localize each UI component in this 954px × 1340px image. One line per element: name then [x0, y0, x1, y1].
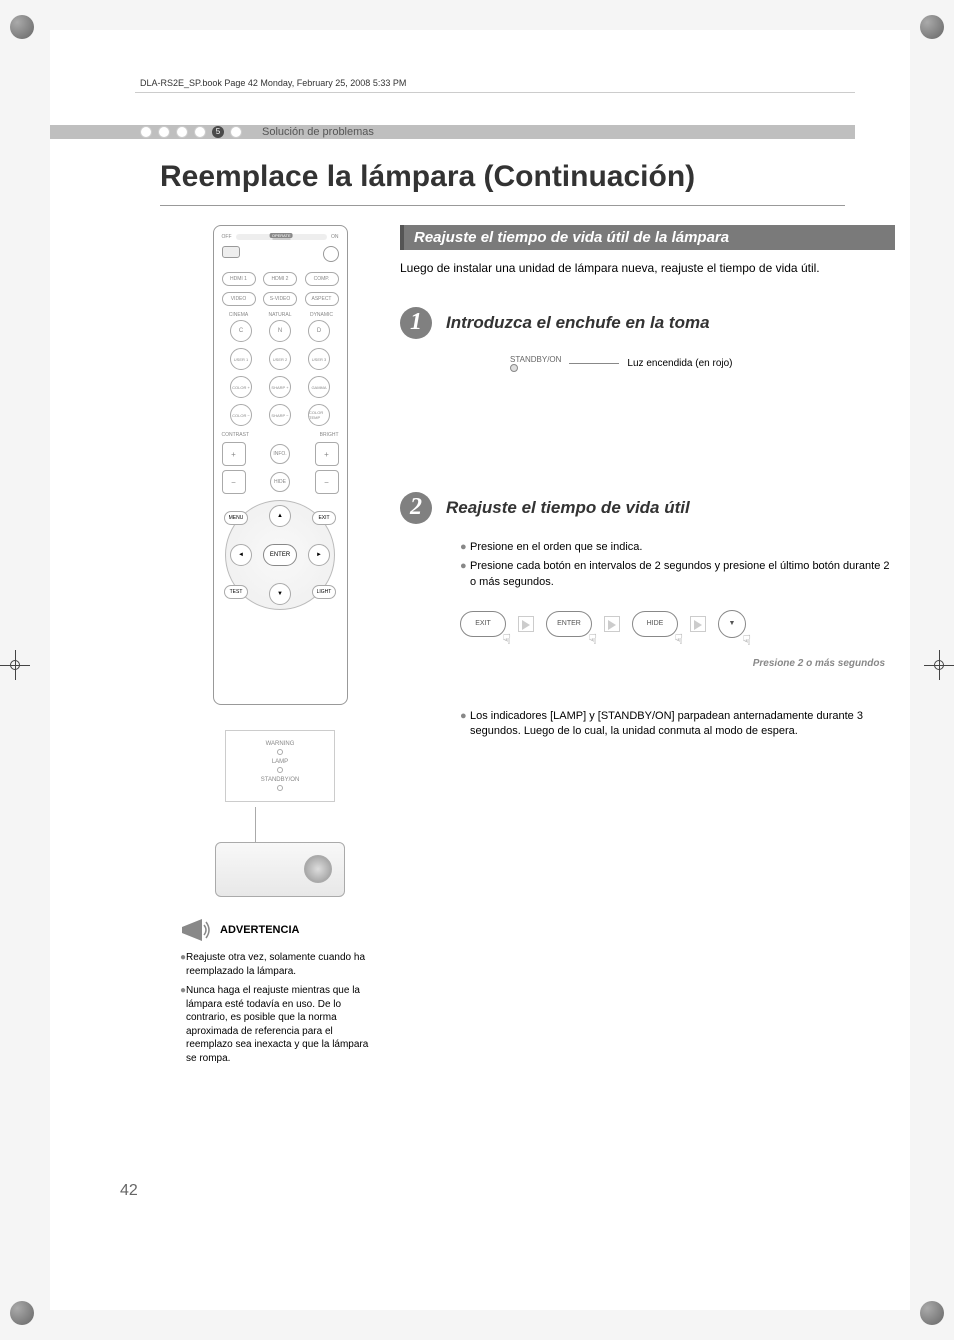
- page-title: Reemplace la lámpara (Continuación): [160, 160, 695, 194]
- contrast-label: CONTRAST: [222, 432, 250, 438]
- arrow-icon: [690, 616, 706, 632]
- aspect-button: ASPECT: [305, 292, 339, 306]
- step2-bullet-1: Presione en el orden que se indica.: [470, 540, 642, 555]
- hand-icon: ☟: [742, 632, 751, 649]
- cinema-button: C: [230, 320, 252, 342]
- hand-icon: ☟: [502, 631, 511, 648]
- megaphone-icon: [180, 917, 212, 943]
- hand-icon: ☟: [674, 631, 683, 648]
- warning-item-1: Reajuste otra vez, solamente cuando ha r…: [186, 951, 380, 978]
- step-1-number: 1: [400, 307, 432, 339]
- color-plus-button: COLOR +: [230, 376, 252, 398]
- press-note: Presione 2 o más segundos: [460, 658, 885, 669]
- step-2-content: ●Presione en el orden que se indica. ●Pr…: [460, 540, 895, 740]
- color-minus-button: COLOR −: [230, 404, 252, 426]
- page-number: 42: [120, 1182, 138, 1200]
- bright-minus: −: [315, 470, 339, 494]
- warning-list: ●Reajuste otra vez, solamente cuando ha …: [180, 951, 380, 1065]
- hand-icon: ☟: [588, 631, 597, 648]
- lamp-indicator-label: LAMP: [272, 759, 288, 765]
- video-button: VIDEO: [222, 292, 256, 306]
- sharp-plus-button: SHARP +: [269, 376, 291, 398]
- user1-button: USER 1: [230, 348, 252, 370]
- natural-button: N: [269, 320, 291, 342]
- step-1-title: Introduzca el enchufe en la toma: [446, 313, 710, 333]
- left-column: OFF ON HDMI 1 HDMI 2 COMP. VIDEO S-VIDEO…: [180, 225, 380, 1071]
- remote-on-label: ON: [331, 234, 339, 240]
- warning-indicator-label: WARNING: [266, 741, 295, 747]
- box-header: Reajuste el tiempo de vida útil de la lá…: [400, 225, 895, 250]
- user2-button: USER 2: [269, 348, 291, 370]
- comp-button: COMP.: [305, 272, 339, 286]
- indicator-panel: WARNING LAMP STANDBY/ON: [225, 730, 335, 802]
- power-on-button: [323, 246, 339, 262]
- warning-item-2: Nunca haga el reajuste mientras que la l…: [186, 984, 380, 1065]
- hdmi1-button: HDMI 1: [222, 272, 256, 286]
- standby-indicator-label: STANDBY/ON: [261, 777, 300, 783]
- header-rule: [135, 92, 855, 93]
- test-button: TEST: [224, 585, 248, 599]
- manual-page: DLA-RS2E_SP.book Page 42 Monday, Februar…: [50, 30, 910, 1310]
- bright-label: BRIGHT: [320, 432, 339, 438]
- bright-plus: +: [315, 442, 339, 466]
- menu-button: MENU: [224, 511, 248, 525]
- contrast-minus: −: [222, 470, 246, 494]
- info-button: INFO.: [270, 444, 290, 464]
- led-description: Luz encendida (en rojo): [627, 358, 732, 369]
- standby-led-icon: [510, 364, 518, 372]
- dynamic-button: D: [308, 320, 330, 342]
- exit-button: EXIT: [312, 511, 336, 525]
- step2-bullet-2: Presione cada botón en intervalos de 2 s…: [470, 559, 895, 590]
- user3-button: USER 3: [308, 348, 330, 370]
- section-label: Solución de problemas: [262, 126, 374, 138]
- header-source-line: DLA-RS2E_SP.book Page 42 Monday, Februar…: [140, 78, 406, 88]
- left-button: ◄: [230, 544, 252, 566]
- projector-illustration: [205, 807, 355, 897]
- intro-text: Luego de instalar una unidad de lámpara …: [400, 260, 895, 277]
- step-1-content: STANDBY/ON Luz encendida (en rojo): [460, 355, 895, 372]
- section-number: 5: [212, 126, 224, 138]
- right-column: Reajuste el tiempo de vida útil de la lá…: [400, 225, 895, 790]
- standby-label: STANDBY/ON: [510, 355, 561, 364]
- step-2-number: 2: [400, 492, 432, 524]
- gamma-button: GAMMA: [308, 376, 330, 398]
- hide-button: HIDE: [270, 472, 290, 492]
- power-off-button: [222, 246, 240, 258]
- down-button: ▼: [269, 583, 291, 605]
- operate-slider: [236, 234, 328, 240]
- step-2-title: Reajuste el tiempo de vida útil: [446, 498, 690, 518]
- arrow-icon: [518, 616, 534, 632]
- section-progress-dots: 5: [140, 126, 242, 138]
- seq-exit-button: EXIT☟: [460, 611, 506, 637]
- seq-hide-button: HIDE☟: [632, 611, 678, 637]
- hdmi2-button: HDMI 2: [263, 272, 297, 286]
- step-2-header: 2 Reajuste el tiempo de vida útil: [400, 492, 895, 524]
- light-button: LIGHT: [312, 585, 336, 599]
- section-bar: 5 Solución de problemas: [50, 125, 855, 139]
- svideo-button: S-VIDEO: [263, 292, 297, 306]
- enter-button: ENTER: [263, 544, 297, 566]
- step-1-header: 1 Introduzca el enchufe en la toma: [400, 307, 895, 339]
- dpad: MENU ▲ EXIT ◄ ENTER ► TEST ▼ LIGHT: [225, 500, 335, 610]
- sharp-minus-button: SHARP −: [269, 404, 291, 426]
- step2-after-text: Los indicadores [LAMP] y [STANDBY/ON] pa…: [470, 709, 895, 740]
- up-button: ▲: [269, 505, 291, 527]
- remote-off-label: OFF: [222, 234, 232, 240]
- arrow-icon: [604, 616, 620, 632]
- warning-title: ADVERTENCIA: [220, 924, 299, 936]
- colortemp-button: COLOR TEMP: [308, 404, 330, 426]
- button-sequence: EXIT☟ ENTER☟ HIDE☟ ▼☟: [460, 610, 895, 638]
- right-button: ►: [308, 544, 330, 566]
- seq-enter-button: ENTER☟: [546, 611, 592, 637]
- remote-control-diagram: OFF ON HDMI 1 HDMI 2 COMP. VIDEO S-VIDEO…: [213, 225, 348, 705]
- seq-down-button: ▼☟: [718, 610, 746, 638]
- contrast-plus: +: [222, 442, 246, 466]
